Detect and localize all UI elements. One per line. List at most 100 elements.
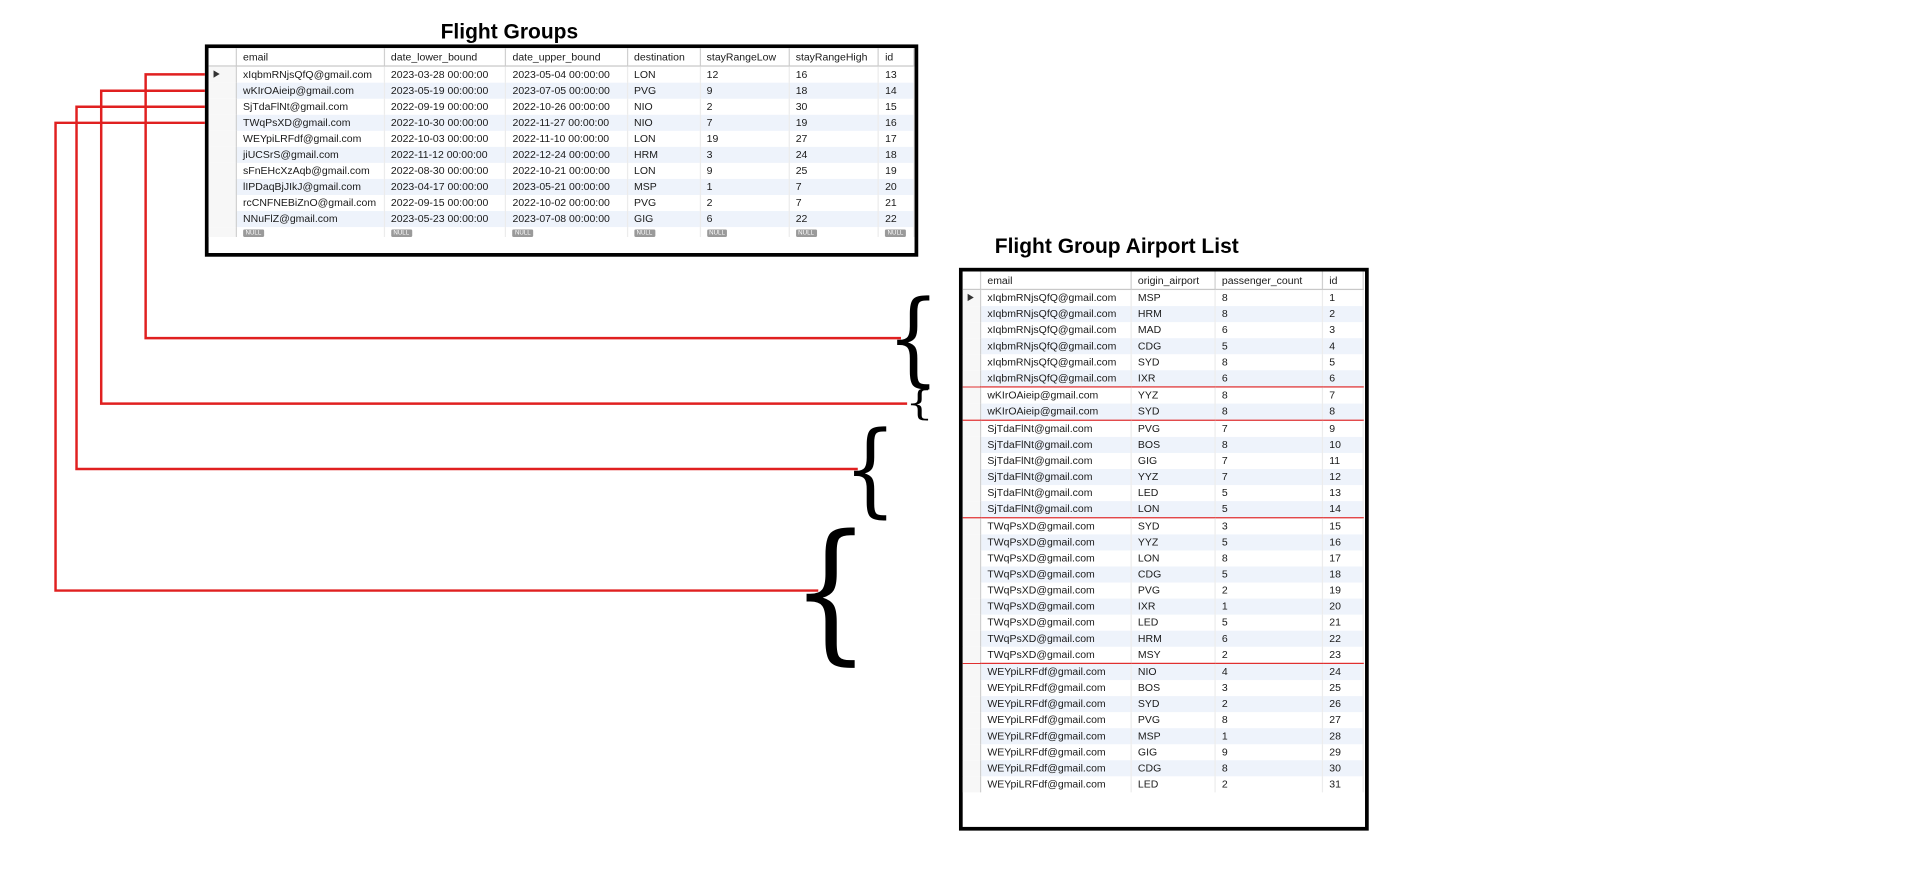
column-header-id[interactable]: id xyxy=(1322,271,1364,291)
cell-destination[interactable]: LON xyxy=(627,130,701,147)
cell-passenger-count[interactable]: 8 xyxy=(1215,760,1324,777)
row-selector[interactable] xyxy=(962,517,982,535)
cell-id[interactable]: 1 xyxy=(1322,289,1364,307)
cell-email[interactable]: TWqPsXD@gmail.com xyxy=(980,630,1132,647)
cell-id[interactable]: 23 xyxy=(1322,646,1364,664)
cell-origin-airport[interactable]: MSP xyxy=(1131,728,1216,745)
row-selector[interactable] xyxy=(962,582,982,599)
cell-email[interactable]: wKIrOAieip@gmail.com xyxy=(236,82,385,99)
cell-email[interactable]: xIqbmRNjsQfQ@gmail.com xyxy=(980,338,1132,355)
table-row[interactable]: SjTdaFlNt@gmail.com BOS 8 10 xyxy=(962,436,1364,453)
cell-origin-airport[interactable]: IXR xyxy=(1131,370,1216,388)
column-header-origin-airport[interactable]: origin_airport xyxy=(1131,271,1216,291)
table-row[interactable]: wKIrOAieip@gmail.com 2023-05-19 00:00:00 2… xyxy=(208,82,915,99)
cell-origin-airport[interactable]: YYZ xyxy=(1131,534,1216,551)
cell-date-upper-bound[interactable]: 2022-10-21 00:00:00 xyxy=(505,162,628,179)
cell-email[interactable]: TWqPsXD@gmail.com xyxy=(980,646,1132,664)
cell-destination[interactable]: LON xyxy=(627,162,701,179)
cell-date-upper-bound[interactable]: 2023-07-05 00:00:00 xyxy=(505,82,628,99)
cell-stayrangelow[interactable]: 7 xyxy=(699,114,790,131)
cell-email[interactable]: TWqPsXD@gmail.com xyxy=(980,582,1132,599)
cell-destination[interactable]: GIG xyxy=(627,211,701,228)
cell-date-lower-bound[interactable]: 2023-03-28 00:00:00 xyxy=(384,66,507,83)
cell-passenger-count[interactable]: 2 xyxy=(1215,582,1324,599)
row-selector[interactable] xyxy=(962,696,982,713)
cell-origin-airport[interactable]: GIG xyxy=(1131,452,1216,469)
cell-date-lower-bound[interactable]: 2022-09-19 00:00:00 xyxy=(384,98,507,115)
cell-date-upper-bound[interactable]: 2022-10-26 00:00:00 xyxy=(505,98,628,115)
cell-stayrangelow[interactable]: 3 xyxy=(699,146,790,163)
cell-stayrangelow[interactable]: 12 xyxy=(699,66,790,83)
cell-stayrangehigh[interactable]: 7 xyxy=(788,178,879,196)
table-row[interactable]: xIqbmRNjsQfQ@gmail.com IXR 6 6 xyxy=(962,370,1364,388)
row-selector[interactable] xyxy=(208,227,237,237)
cell-stayrangelow[interactable]: 9 xyxy=(699,162,790,179)
cell-origin-airport[interactable]: SYD xyxy=(1131,403,1216,421)
row-selector[interactable] xyxy=(962,680,982,697)
cell-date-lower-bound[interactable]: 2023-04-17 00:00:00 xyxy=(384,178,507,196)
cell-stayrangelow[interactable]: 9 xyxy=(699,82,790,99)
cell-passenger-count[interactable]: 8 xyxy=(1215,289,1324,307)
cell-date-upper-bound[interactable]: 2023-05-21 00:00:00 xyxy=(505,178,628,196)
cell-id[interactable]: 6 xyxy=(1322,370,1364,388)
cell-destination[interactable]: NIO xyxy=(627,98,701,115)
cell-origin-airport[interactable]: YYZ xyxy=(1131,468,1216,486)
table-row[interactable]: wKIrOAieip@gmail.com SYD 8 8 xyxy=(962,403,1364,421)
cell-email[interactable]: WEYpiLRFdf@gmail.com xyxy=(980,776,1132,793)
cell-passenger-count[interactable]: 2 xyxy=(1215,776,1324,793)
row-selector[interactable] xyxy=(208,98,237,115)
row-selector[interactable] xyxy=(962,728,982,745)
cell-id[interactable]: 8 xyxy=(1322,403,1364,421)
cell-passenger-count[interactable]: 5 xyxy=(1215,501,1324,519)
cell-date-lower-bound[interactable]: 2022-08-30 00:00:00 xyxy=(384,162,507,179)
cell-passenger-count[interactable]: 7 xyxy=(1215,468,1324,486)
cell-destination[interactable]: PVG xyxy=(627,82,701,99)
row-selector[interactable] xyxy=(962,663,982,681)
cell-origin-airport[interactable]: LED xyxy=(1131,614,1216,631)
airport-list-grid[interactable]: email origin_airport passenger_count id xIq… xyxy=(958,267,1369,831)
row-selector[interactable] xyxy=(208,178,237,196)
table-row[interactable]: sFnEHcXzAqb@gmail.com 2022-08-30 00:00:00… xyxy=(208,162,915,179)
cell-passenger-count[interactable]: 2 xyxy=(1215,646,1324,664)
table-row[interactable]: WEYpiLRFdf@gmail.com CDG 8 30 xyxy=(962,760,1364,777)
cell-passenger-count[interactable]: 8 xyxy=(1215,403,1324,421)
cell-email[interactable]: TWqPsXD@gmail.com xyxy=(980,517,1132,535)
cell-email[interactable]: WEYpiLRFdf@gmail.com xyxy=(980,696,1132,713)
cell-origin-airport[interactable]: IXR xyxy=(1131,598,1216,615)
cell-destination[interactable]: NIO xyxy=(627,114,701,131)
cell-id[interactable]: 13 xyxy=(1322,485,1364,502)
cell-id[interactable]: 22 xyxy=(1322,630,1364,647)
cell-stayrangelow[interactable]: 2 xyxy=(699,98,790,115)
row-selector[interactable] xyxy=(962,468,982,486)
cell-email[interactable]: WEYpiLRFdf@gmail.com xyxy=(980,680,1132,697)
cell-id[interactable]: 3 xyxy=(1322,322,1364,339)
cell-origin-airport[interactable]: LON xyxy=(1131,501,1216,519)
row-selector[interactable] xyxy=(208,146,237,163)
table-row[interactable]: TWqPsXD@gmail.com CDG 5 18 xyxy=(962,566,1364,583)
cell-stayrangehigh[interactable]: 7 xyxy=(788,195,879,212)
cell-passenger-count[interactable]: 7 xyxy=(1215,452,1324,469)
cell-stayrangehigh[interactable]: 19 xyxy=(788,114,879,131)
row-selector[interactable] xyxy=(208,211,237,228)
table-row[interactable]: xIqbmRNjsQfQ@gmail.com MAD 6 3 xyxy=(962,322,1364,339)
table-row[interactable]: WEYpiLRFdf@gmail.com SYD 2 26 xyxy=(962,696,1364,713)
table-row[interactable]: WEYpiLRFdf@gmail.com NIO 4 24 xyxy=(962,663,1364,681)
cell-origin-airport[interactable]: SYD xyxy=(1131,517,1216,535)
cell-id[interactable]: 22 xyxy=(878,211,915,228)
table-row[interactable]: xIqbmRNjsQfQ@gmail.com 2023-03-28 00:00:0… xyxy=(208,66,915,83)
table-row[interactable]: WEYpiLRFdf@gmail.com LED 2 31 xyxy=(962,776,1364,793)
row-selector[interactable] xyxy=(962,614,982,631)
cell-email[interactable]: xIqbmRNjsQfQ@gmail.com xyxy=(980,289,1132,307)
cell-passenger-count[interactable]: 9 xyxy=(1215,744,1324,761)
table-row[interactable]: SjTdaFlNt@gmail.com 2022-09-19 00:00:00 20… xyxy=(208,98,915,115)
cell-stayrangehigh[interactable]: 18 xyxy=(788,82,879,99)
column-header-passenger-count[interactable]: passenger_count xyxy=(1215,271,1324,291)
row-selector[interactable] xyxy=(962,550,982,567)
cell-id[interactable]: 20 xyxy=(1322,598,1364,615)
cell-id[interactable]: 25 xyxy=(1322,680,1364,697)
cell-passenger-count[interactable]: 8 xyxy=(1215,306,1324,323)
cell-origin-airport[interactable]: GIG xyxy=(1131,744,1216,761)
cell-email[interactable]: SjTdaFlNt@gmail.com xyxy=(980,452,1132,469)
cell-passenger-count[interactable]: 8 xyxy=(1215,436,1324,453)
cell-date-upper-bound[interactable]: 2023-05-04 00:00:00 xyxy=(505,66,628,83)
